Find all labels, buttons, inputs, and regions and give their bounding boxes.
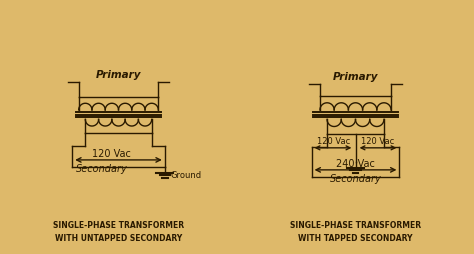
Text: Primary: Primary — [333, 71, 378, 81]
Text: Secondary: Secondary — [76, 164, 128, 173]
Text: 120 Vac: 120 Vac — [361, 136, 394, 145]
Text: SINGLE-PHASE TRANSFORMER
WITH TAPPED SECONDARY: SINGLE-PHASE TRANSFORMER WITH TAPPED SEC… — [290, 220, 421, 242]
Text: Primary: Primary — [96, 70, 141, 80]
Text: 120 Vac: 120 Vac — [317, 136, 350, 145]
Text: Secondary: Secondary — [329, 173, 382, 183]
Text: 240 Vac: 240 Vac — [336, 158, 375, 168]
Text: 120 Vac: 120 Vac — [92, 148, 131, 158]
Text: Ground: Ground — [171, 170, 202, 179]
Text: SINGLE-PHASE TRANSFORMER
WITH UNTAPPED SECONDARY: SINGLE-PHASE TRANSFORMER WITH UNTAPPED S… — [53, 220, 184, 242]
